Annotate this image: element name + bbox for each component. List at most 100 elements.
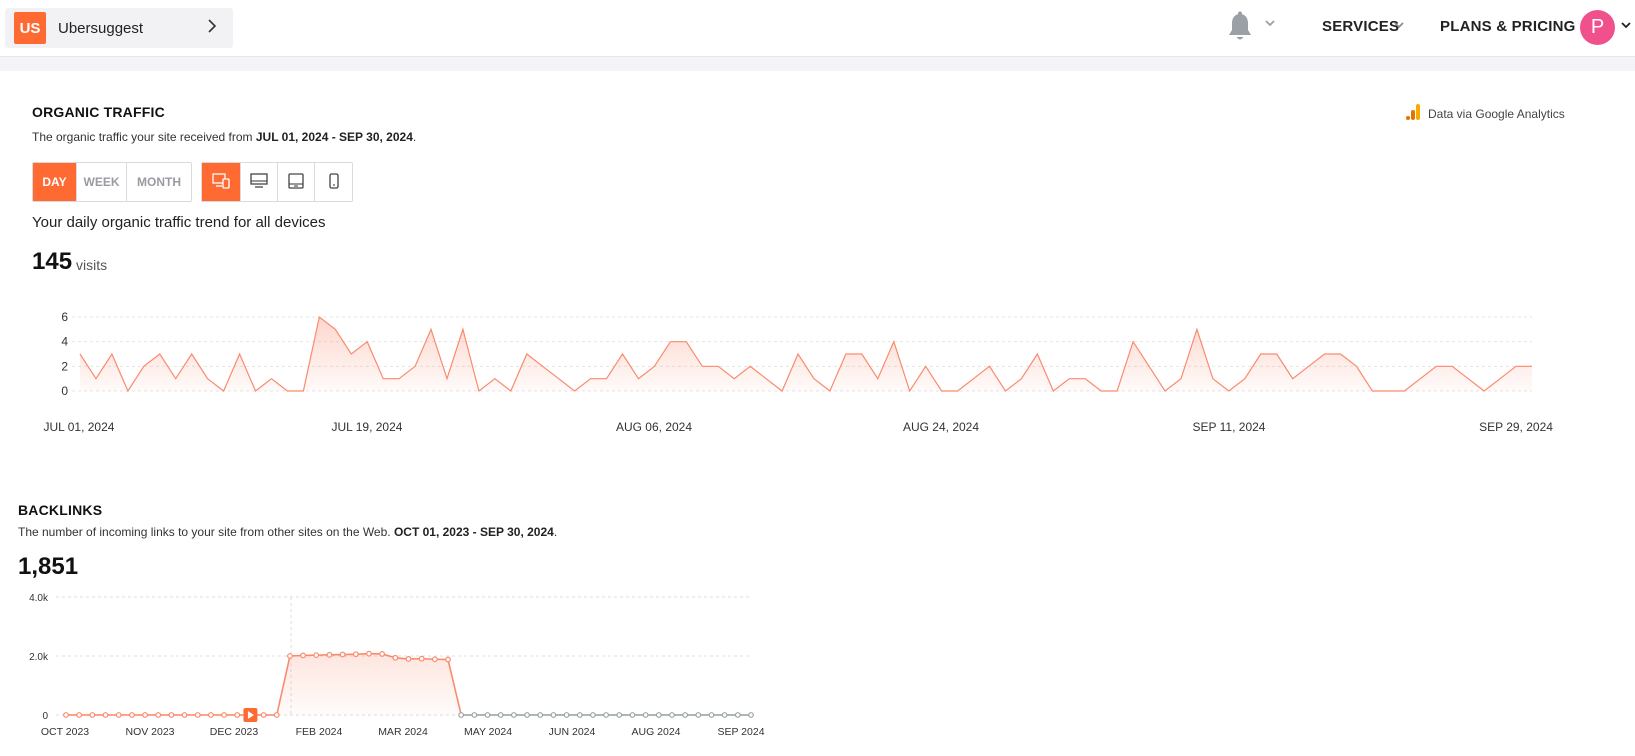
backlinks-point <box>102 712 109 718</box>
notification-bell-icon[interactable] <box>1226 11 1254 43</box>
x-tick-label: SEP 11, 2024 <box>1193 420 1266 434</box>
traffic-trend-caption: Your daily organic traffic trend for all… <box>32 214 326 231</box>
organic-date-range: JUL 01, 2024 - SEP 30, 2024 <box>255 130 413 144</box>
nav-plans-pricing[interactable]: PLANS & PRICING <box>1440 18 1576 35</box>
backlinks-point <box>563 712 570 718</box>
backlinks-point <box>221 712 227 718</box>
organic-traffic-title: ORGANIC TRAFFIC <box>32 104 165 120</box>
chevron-down-icon[interactable] <box>1264 16 1276 34</box>
backlinks-chart: 0 2.0k 4.0k OCT 2023 NOV 2023 DEC 2023 FEB 202… <box>29 593 765 738</box>
backlinks-point <box>590 712 596 718</box>
top-navigation-bar: US Ubersuggest SERVICES PLANS & PRICING … <box>0 0 1635 57</box>
backlinks-point <box>326 651 333 658</box>
x-tick-label: JUN 2024 <box>549 726 596 738</box>
backlinks-point <box>405 656 412 662</box>
visits-unit: visits <box>76 257 108 273</box>
backlinks-point <box>431 656 438 663</box>
x-tick-label: AUG 06, 2024 <box>616 420 692 434</box>
backlinks-point <box>76 712 83 718</box>
backlinks-point <box>655 712 662 718</box>
month-button[interactable]: MONTH <box>127 163 191 201</box>
backlinks-point <box>682 712 689 718</box>
nav-services[interactable]: SERVICES <box>1322 18 1400 35</box>
backlinks-point <box>445 656 451 663</box>
backlinks-line-segment <box>447 659 462 716</box>
backlinks-point <box>497 712 504 718</box>
project-selector[interactable]: US Ubersuggest <box>5 8 233 48</box>
backlinks-point <box>234 712 241 718</box>
y-tick-label: 2.0k <box>29 652 49 663</box>
y-tick-label: 0 <box>42 711 48 722</box>
chevron-down-icon[interactable] <box>1393 18 1405 36</box>
x-tick-label: NOV 2023 <box>125 726 174 738</box>
x-tick-label: JUL 19, 2024 <box>332 420 403 434</box>
y-tick-label: 4.0k <box>29 593 49 604</box>
backlinks-title: BACKLINKS <box>18 502 103 518</box>
tablet-button[interactable] <box>278 163 315 201</box>
backlinks-point <box>576 712 583 718</box>
google-analytics-icon <box>1406 104 1420 123</box>
y-tick-label: 0 <box>61 384 68 398</box>
backlinks-point <box>366 650 372 657</box>
chevron-down-icon[interactable] <box>1620 18 1632 36</box>
desktop-button[interactable] <box>241 163 278 201</box>
avatar[interactable]: P <box>1580 10 1615 45</box>
tablet-icon <box>288 172 304 192</box>
backlinks-point <box>352 651 359 658</box>
backlinks-point <box>300 652 307 659</box>
backlinks-point <box>142 712 148 718</box>
backlinks-line-segment <box>275 655 291 716</box>
project-logo: US <box>14 12 46 44</box>
traffic-area <box>80 317 1532 391</box>
backlinks-point <box>273 712 280 718</box>
backlinks-point <box>458 712 465 718</box>
x-tick-label: MAY 2024 <box>464 726 512 738</box>
backlinks-point <box>616 712 623 718</box>
backlinks-point <box>642 712 649 718</box>
backlinks-point <box>287 653 293 659</box>
backlinks-point <box>89 712 96 718</box>
backlinks-date-range: OCT 01, 2023 - SEP 30, 2024 <box>393 525 554 539</box>
backlinks-point <box>115 712 122 718</box>
backlinks-point <box>181 712 188 718</box>
backlinks-point <box>734 712 741 718</box>
sub-header-strip <box>0 57 1635 71</box>
all-devices-icon <box>212 172 230 192</box>
backlinks-point <box>313 652 320 659</box>
granularity-toggle: DAY WEEK MONTH <box>32 162 192 202</box>
y-tick-label: 2 <box>61 359 68 373</box>
x-tick-label: MAR 2024 <box>378 726 428 738</box>
backlinks-point <box>721 712 728 718</box>
backlinks-point <box>629 712 636 718</box>
x-tick-label: AUG 2024 <box>631 726 680 738</box>
backlinks-point <box>339 651 346 658</box>
organic-traffic-chart: 0 2 4 6 JUL 01, 2024 JUL 19, 2024 AUG 06, 2024… <box>44 310 1554 434</box>
total-visits: 145 <box>32 248 73 275</box>
backlinks-point <box>155 712 162 718</box>
backlinks-point <box>194 712 201 718</box>
x-tick-label: OCT 2023 <box>41 726 89 738</box>
backlinks-point <box>524 712 530 718</box>
x-tick-label: JUL 01, 2024 <box>44 420 115 434</box>
all-devices-button[interactable] <box>202 163 241 201</box>
backlinks-point <box>510 712 517 718</box>
organic-desc-suffix: . <box>412 130 417 144</box>
desktop-icon <box>250 172 268 192</box>
x-tick-label: SEP 2024 <box>717 726 764 738</box>
device-toggle <box>201 162 353 202</box>
backlinks-point <box>418 655 425 662</box>
day-button[interactable]: DAY <box>33 163 77 201</box>
backlinks-point <box>748 712 754 718</box>
backlinks-total: 1,851 <box>18 553 79 580</box>
backlinks-point <box>550 712 557 718</box>
traffic-line <box>79 315 1532 393</box>
google-analytics-label: Data via Google Analytics <box>1428 106 1565 121</box>
backlinks-point <box>260 712 267 718</box>
backlinks-desc-prefix: The number of incoming links to your sit… <box>18 525 394 539</box>
x-tick-label: DEC 2023 <box>210 726 259 738</box>
project-name: Ubersuggest <box>58 19 144 37</box>
backlinks-point <box>669 712 675 718</box>
week-button[interactable]: WEEK <box>77 163 127 201</box>
x-tick-label: AUG 24, 2024 <box>903 420 979 434</box>
mobile-button[interactable] <box>315 163 352 201</box>
